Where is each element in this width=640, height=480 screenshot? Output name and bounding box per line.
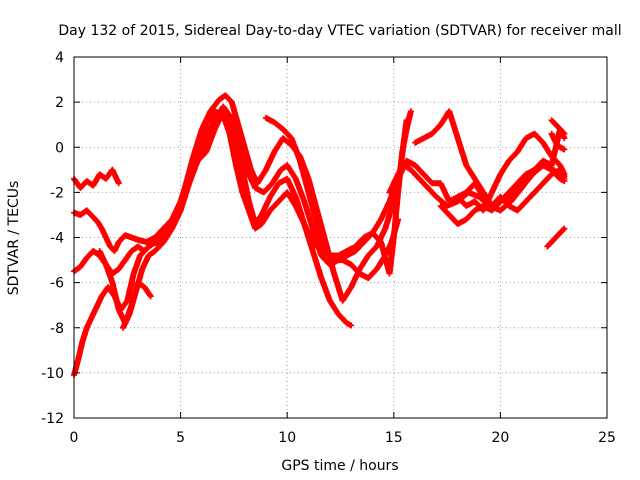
y-axis-label: SDTVAR / TECUs: [6, 181, 22, 296]
y-tick-label: -2: [50, 185, 64, 201]
x-tick-label: 15: [385, 430, 403, 446]
series-track-8: [386, 130, 568, 214]
series-track-14: [548, 130, 568, 153]
y-tick-label: -10: [41, 366, 64, 382]
series-markers: [71, 166, 122, 191]
y-tick-label: 2: [55, 95, 64, 111]
series-markers: [386, 130, 568, 214]
y-tick-label: 0: [55, 140, 64, 156]
x-tick-label: 10: [278, 430, 296, 446]
y-tick-label: -12: [41, 411, 64, 427]
x-tick-label: 0: [70, 430, 79, 446]
y-tick-label: -8: [50, 321, 64, 337]
series-track-12: [544, 225, 568, 250]
data-points: [71, 92, 568, 379]
x-tick-label: 20: [491, 430, 509, 446]
series-track-1: [71, 166, 122, 191]
series-markers: [454, 166, 568, 214]
series-markers: [544, 225, 568, 250]
y-tick-label: -4: [50, 231, 64, 247]
series-track-13: [548, 117, 568, 137]
y-tick-label: -6: [50, 276, 64, 292]
x-tick-label: 25: [598, 430, 616, 446]
x-axis-label: GPS time / hours: [281, 458, 398, 474]
series-markers: [548, 130, 568, 153]
axis-ticks: [73, 56, 608, 419]
series-markers: [548, 117, 568, 137]
chart-title: Day 132 of 2015, Sidereal Day-to-day VTE…: [58, 23, 621, 39]
series-markers: [262, 114, 402, 282]
series-track-7: [262, 114, 402, 282]
series-markers: [120, 108, 414, 331]
tick-labels: 0 5 10 15 20 25 -12 -10 -8 -6 -4 -2 0 2 4: [41, 50, 616, 446]
x-tick-label: 5: [176, 430, 185, 446]
series-track-6: [120, 108, 414, 331]
y-tick-label: 4: [55, 50, 64, 66]
series-track-11: [454, 166, 568, 214]
